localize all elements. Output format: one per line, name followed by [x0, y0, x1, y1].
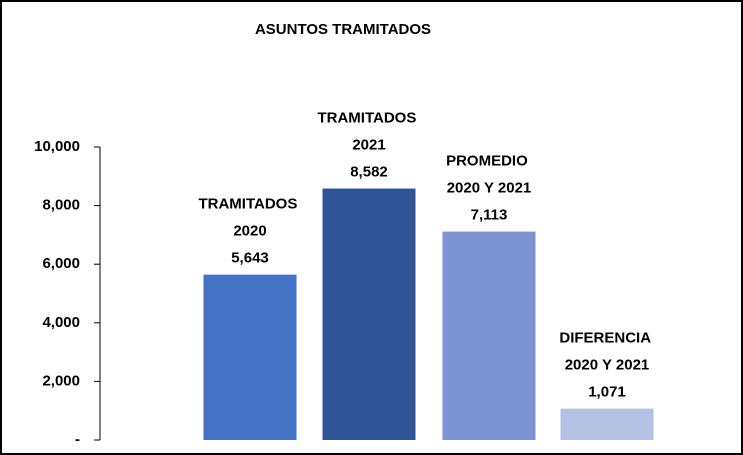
y-tick-label: 2,000	[42, 372, 80, 389]
category-line: 2020 Y 2021	[565, 357, 650, 374]
category-label: TRAMITADOS 2021	[317, 110, 420, 154]
category-line: 2020 Y 2021	[447, 180, 532, 197]
category-line: TRAMITADOS	[198, 196, 301, 213]
bar	[203, 274, 297, 440]
category-label: TRAMITADOS 2020	[198, 196, 301, 240]
y-tick-label: 6,000	[42, 255, 80, 272]
category-line: PROMEDIO	[446, 153, 532, 170]
category-line: TRAMITADOS	[317, 110, 420, 127]
bar	[322, 188, 416, 440]
bar	[442, 231, 536, 440]
category-line: 2021	[352, 137, 385, 154]
value-label: 5,643	[231, 250, 269, 267]
y-tick-label: 10,000	[34, 138, 80, 155]
y-tick-label: 4,000	[42, 314, 80, 331]
y-tick-label: 8,000	[42, 197, 80, 214]
category-line: 2020	[233, 223, 266, 240]
value-label: 1,071	[588, 384, 626, 401]
bar	[560, 408, 654, 440]
value-label: 7,113	[471, 207, 508, 224]
y-tick-label: -	[75, 431, 80, 448]
category-label: DIFERENCIA 2020 Y 2021	[559, 330, 654, 374]
category-line: DIFERENCIA	[559, 330, 654, 347]
value-label: 8,582	[350, 164, 388, 181]
category-label: PROMEDIO 2020 Y 2021	[446, 153, 532, 197]
chart-title: ASUNTOS TRAMITADOS	[255, 21, 431, 38]
